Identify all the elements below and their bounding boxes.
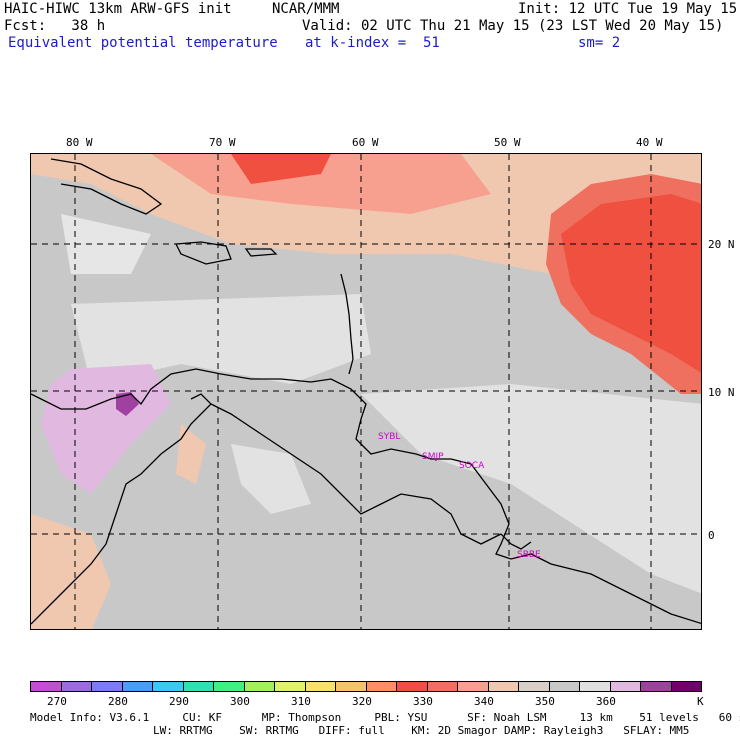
colorbar-swatch-7 bbox=[244, 682, 275, 691]
colorbar-swatch-1 bbox=[61, 682, 92, 691]
colorbar-swatch-4 bbox=[153, 682, 184, 691]
lat-label-20n: 20 N bbox=[708, 238, 735, 251]
colorbar-tick-290: 290 bbox=[169, 695, 189, 708]
light-gray-region-land bbox=[231, 444, 311, 514]
station-sbbe: SBBE bbox=[517, 550, 541, 560]
coastlines bbox=[31, 158, 701, 625]
map-panel[interactable] bbox=[30, 153, 702, 630]
colorbar-swatch-9 bbox=[305, 682, 336, 691]
light-gray-region-nw bbox=[61, 214, 151, 274]
graticule bbox=[31, 154, 701, 629]
lon-label-80w: 80 W bbox=[66, 136, 93, 149]
colorbar-swatch-20 bbox=[641, 682, 672, 691]
colorbar-swatch-6 bbox=[214, 682, 245, 691]
station-smjp: SMJP bbox=[422, 452, 444, 462]
colorbar-tick-360: 360 bbox=[596, 695, 616, 708]
tan-patch-sw bbox=[31, 514, 111, 629]
red-patch-north bbox=[231, 154, 331, 184]
colorbar-swatch-18 bbox=[580, 682, 611, 691]
colorbar-swatch-2 bbox=[92, 682, 123, 691]
lon-label-70w: 70 W bbox=[209, 136, 236, 149]
salmon-band-north bbox=[151, 154, 491, 214]
org-label: NCAR/MMM bbox=[272, 1, 340, 17]
station-sybl: SYBL bbox=[378, 432, 401, 442]
colorbar-tick-340: 340 bbox=[474, 695, 494, 708]
colorbar-tick-330: 330 bbox=[413, 695, 433, 708]
colorbar-swatch-16 bbox=[519, 682, 550, 691]
colorbar-swatch-13 bbox=[427, 682, 458, 691]
tan-patch-andes bbox=[176, 424, 206, 484]
colorbar-unit: K bbox=[697, 695, 704, 708]
lat-label-0: 0 bbox=[708, 529, 715, 542]
colorbar-tick-270: 270 bbox=[47, 695, 67, 708]
colorbar-swatch-12 bbox=[397, 682, 428, 691]
field-name: Equivalent potential temperature bbox=[8, 35, 278, 51]
colorbar-swatch-14 bbox=[458, 682, 489, 691]
colorbar-swatch-17 bbox=[549, 682, 580, 691]
colorbar-swatch-11 bbox=[366, 682, 397, 691]
colorbar-tick-280: 280 bbox=[108, 695, 128, 708]
lon-label-50w: 50 W bbox=[494, 136, 521, 149]
purple-spot bbox=[116, 392, 139, 416]
colorbar-swatch-8 bbox=[275, 682, 306, 691]
lon-label-60w: 60 W bbox=[352, 136, 379, 149]
forecast-hour: Fcst: 38 h bbox=[4, 18, 106, 34]
station-soca: SOCA bbox=[459, 461, 485, 471]
light-gray-region bbox=[71, 294, 371, 384]
init-time: Init: 12 UTC Tue 19 May 15 bbox=[518, 1, 738, 17]
lon-label-40w: 40 W bbox=[636, 136, 663, 149]
model-info-line2: LW: RRTMG SW: RRTMG DIFF: full KM: 2D Sm… bbox=[153, 724, 690, 737]
model-info-line1: Model Info: V3.6.1 CU: KF MP: Thompson P… bbox=[30, 711, 740, 724]
colorbar-swatch-10 bbox=[336, 682, 367, 691]
colorbar-swatch-15 bbox=[488, 682, 519, 691]
colorbar bbox=[30, 681, 702, 692]
colorbar-tick-320: 320 bbox=[352, 695, 372, 708]
red-region-east bbox=[561, 194, 701, 373]
lavender-region-west bbox=[41, 364, 171, 494]
light-gray-region-east bbox=[361, 384, 701, 594]
level-label: at k-index = 51 bbox=[305, 35, 440, 51]
colorbar-swatch-5 bbox=[183, 682, 214, 691]
colorbar-swatch-3 bbox=[122, 682, 153, 691]
colorbar-tick-310: 310 bbox=[291, 695, 311, 708]
colorbar-swatch-0 bbox=[31, 682, 62, 691]
colorbar-tick-350: 350 bbox=[535, 695, 555, 708]
valid-time: Valid: 02 UTC Thu 21 May 15 (23 LST Wed … bbox=[302, 18, 724, 34]
lat-label-10n: 10 N bbox=[708, 386, 735, 399]
colorbar-swatch-21 bbox=[671, 682, 701, 691]
colorbar-tick-300: 300 bbox=[230, 695, 250, 708]
map-canvas bbox=[31, 154, 701, 629]
colorbar-swatch-19 bbox=[610, 682, 641, 691]
model-title: HAIC-HIWC 13km ARW-GFS init bbox=[4, 1, 232, 17]
smoothing-label: sm= 2 bbox=[578, 35, 621, 51]
